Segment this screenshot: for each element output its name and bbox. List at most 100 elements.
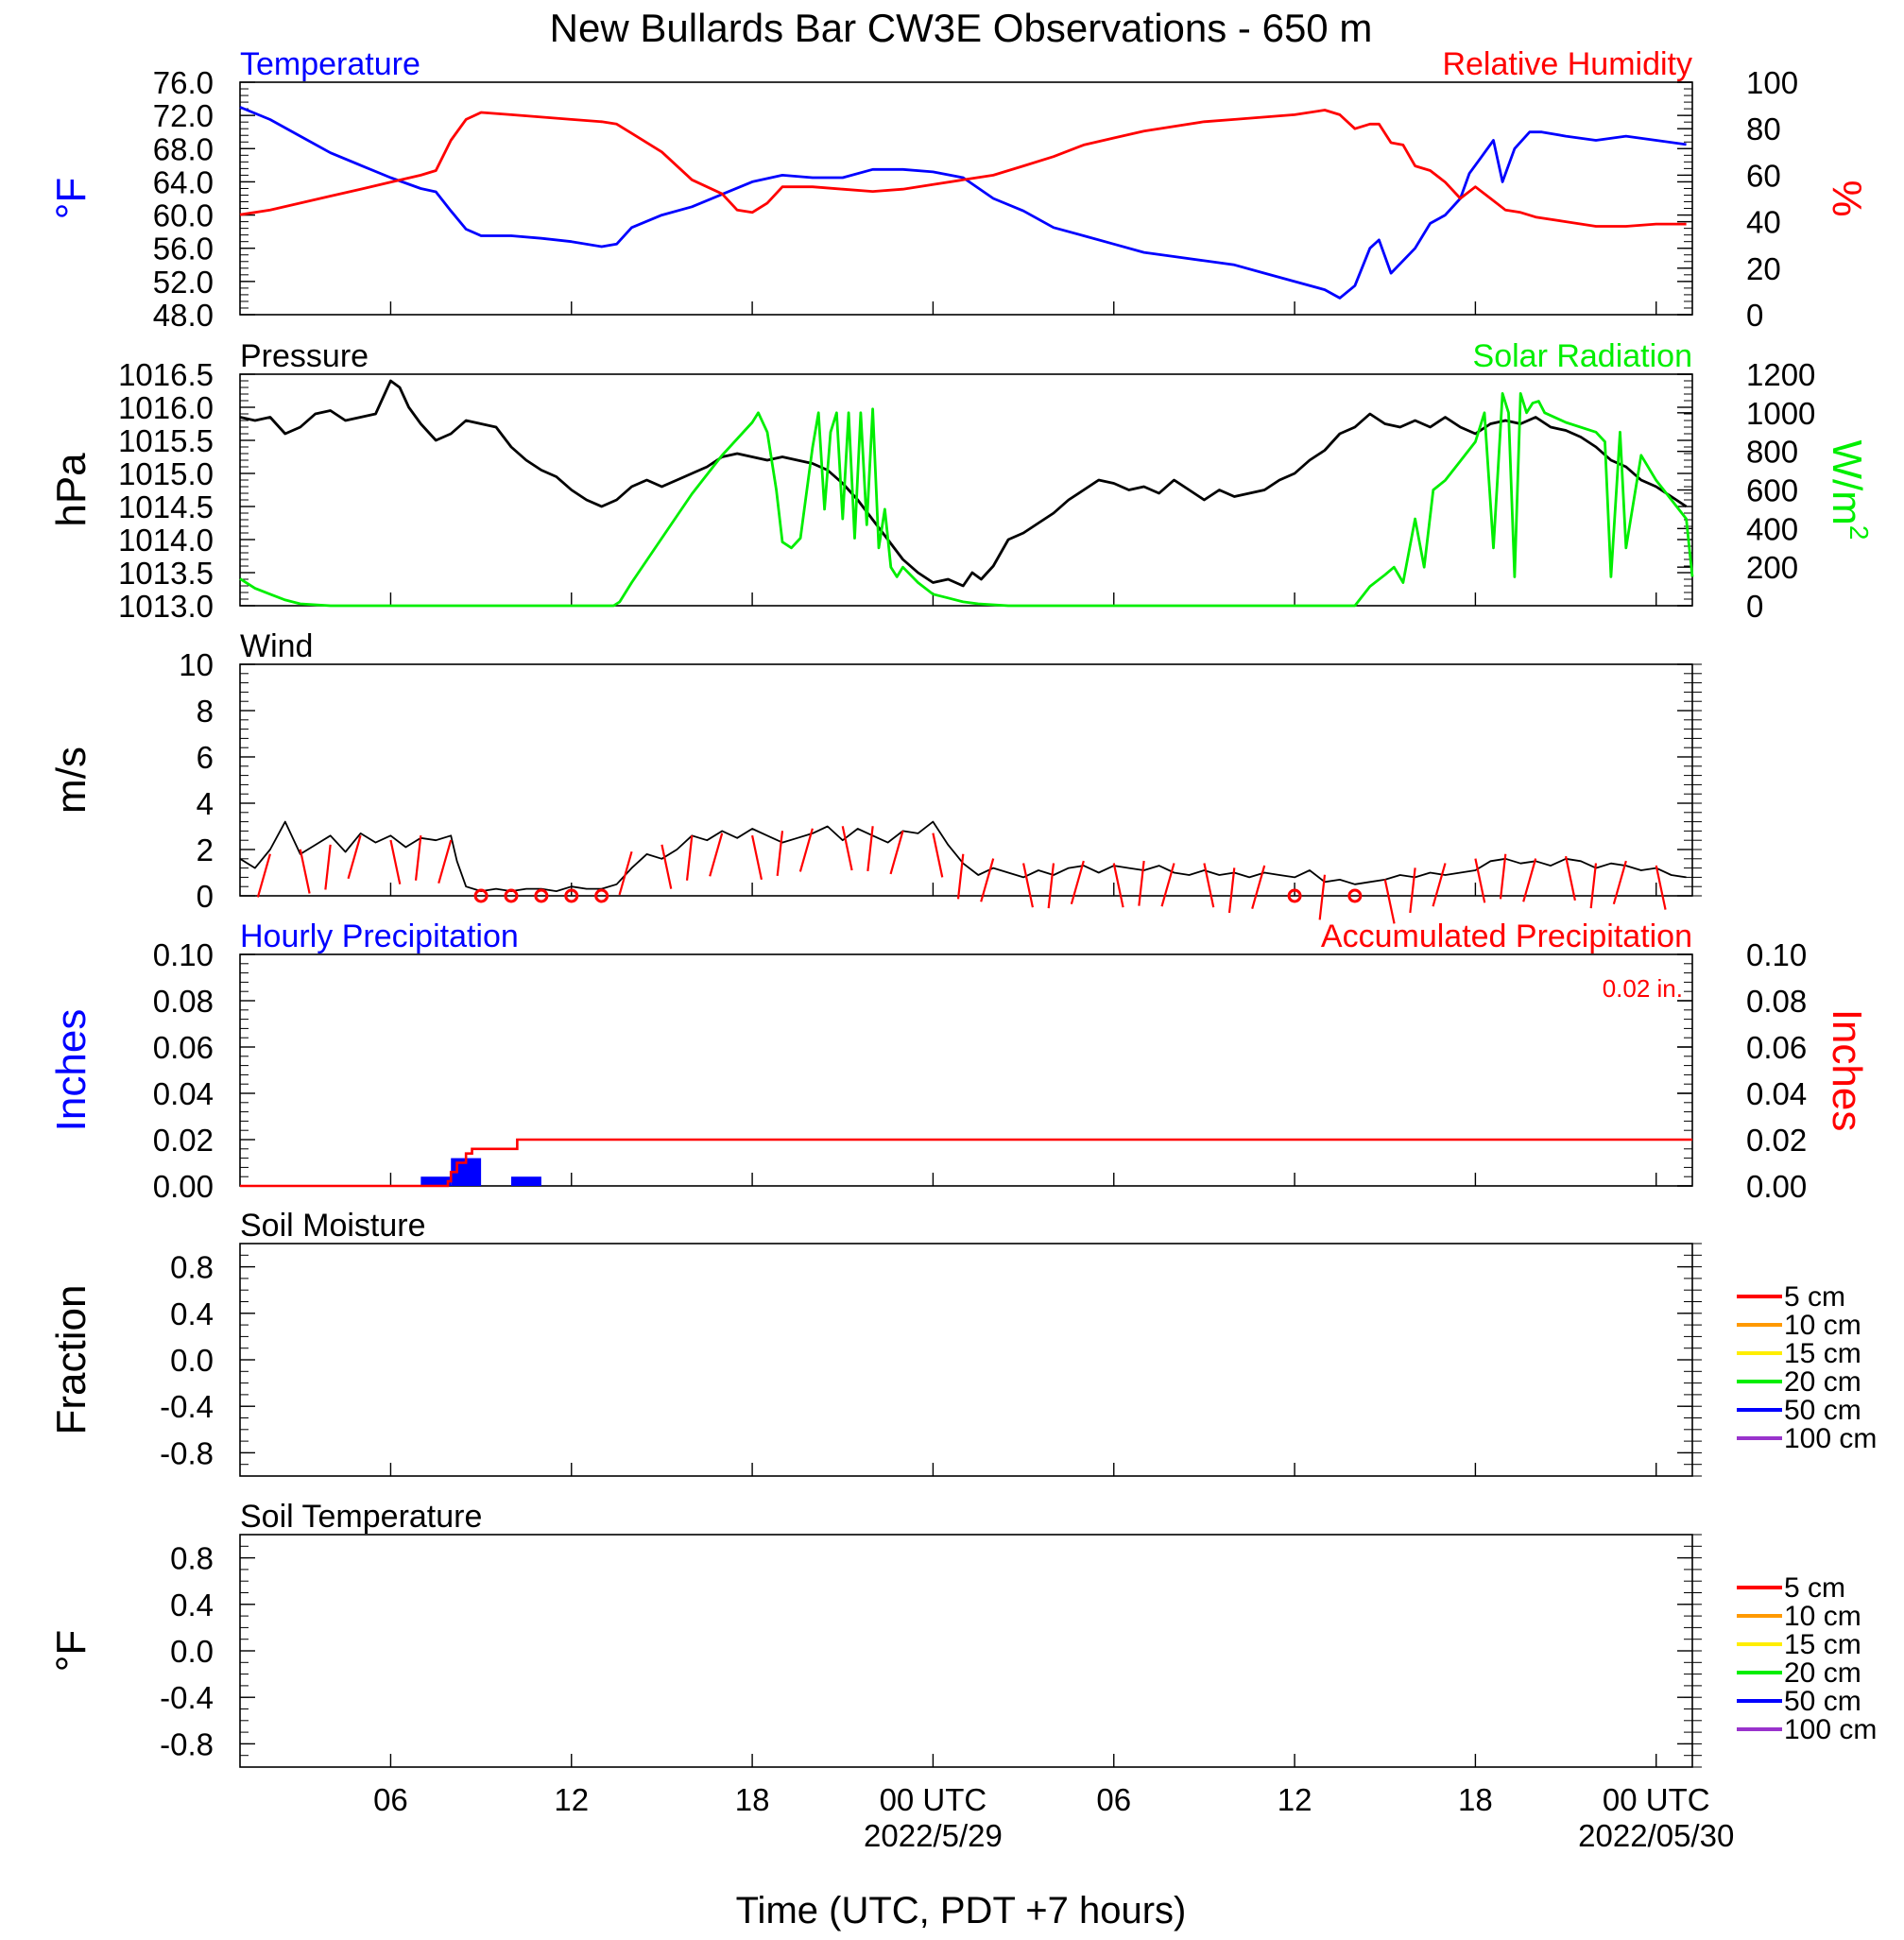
y-tick-label: -0.4	[160, 1389, 214, 1424]
y-tick-label: 0.4	[170, 1296, 214, 1331]
wind-barb	[299, 849, 311, 894]
y-tick-label: -0.8	[160, 1726, 214, 1761]
calm-wind-marker	[1287, 888, 1302, 903]
panel-pressure_solar: 1013.01013.51014.01014.51015.01015.51016…	[48, 338, 1874, 624]
x-tick-label: 12	[1278, 1782, 1312, 1817]
y-tick-label: 6	[197, 740, 214, 775]
legend-label: 10 cm	[1784, 1310, 1861, 1341]
y2-tick-label: 60	[1746, 158, 1781, 193]
y-tick-label: 0	[197, 879, 214, 914]
legend-label: 50 cm	[1784, 1686, 1861, 1717]
y2-tick-label: 400	[1746, 511, 1798, 546]
wind-barb	[932, 833, 944, 878]
accumulated-precip-line	[240, 1138, 1692, 1188]
panel-left-title: Pressure	[240, 338, 369, 374]
y2-tick-label: 1200	[1746, 357, 1815, 392]
wind-barb	[1022, 863, 1034, 908]
y2-tick-label: 0.00	[1746, 1169, 1807, 1204]
x-tick-label: 06	[373, 1782, 408, 1817]
wind-barb	[956, 853, 965, 900]
wind-barb	[1522, 858, 1537, 902]
legend-label: 100 cm	[1784, 1423, 1877, 1454]
y-tick-label: 1016.5	[118, 357, 214, 392]
wind-barb	[1409, 867, 1416, 914]
y-tick-label: 0.4	[170, 1588, 214, 1622]
y-axis-title: hPa	[48, 453, 94, 527]
calm-wind-marker	[594, 888, 609, 903]
wind-barb	[1589, 863, 1598, 909]
panel-left-title: Wind	[240, 628, 313, 664]
y-tick-label: 56.0	[153, 232, 214, 266]
y-tick-label: 0.08	[153, 984, 214, 1019]
y2-tick-label: 0	[1746, 298, 1763, 333]
panel-left-title: Hourly Precipitation	[240, 918, 519, 954]
wind-barb	[980, 858, 995, 902]
wind-barb	[1318, 874, 1327, 920]
temperature-line	[239, 106, 1687, 300]
legend-label: 100 cm	[1784, 1714, 1877, 1745]
y-tick-label: 1016.0	[118, 390, 214, 425]
y-tick-label: 1015.5	[118, 423, 214, 458]
y2-tick-label: 100	[1746, 65, 1798, 100]
calm-wind-marker	[564, 888, 579, 903]
x-tick-label: 18	[735, 1782, 770, 1817]
plot-frame	[239, 81, 1693, 316]
wind-barb	[1227, 867, 1236, 914]
y2-tick-label: 0.10	[1746, 937, 1807, 972]
y2-axis-title: Inches	[1824, 1009, 1870, 1132]
y-tick-label: 0.02	[153, 1123, 214, 1158]
panel-left-title: Soil Temperature	[240, 1499, 482, 1535]
wind-barb	[841, 826, 853, 871]
y-tick-label: 1014.5	[118, 489, 214, 524]
y-tick-label: 8	[197, 694, 214, 729]
pressure-line	[239, 379, 1688, 588]
y2-tick-label: 800	[1746, 435, 1798, 470]
wind-barb	[256, 853, 271, 898]
legend-label: 50 cm	[1784, 1395, 1861, 1426]
wind-barb	[660, 844, 673, 889]
accumulated-note: 0.02 in.	[1603, 974, 1683, 1003]
y-tick-label: 0.04	[153, 1076, 214, 1111]
y2-tick-label: 0.02	[1746, 1123, 1807, 1158]
y-tick-label: -0.4	[160, 1680, 214, 1715]
wind-barb	[1138, 860, 1145, 906]
y-tick-label: 52.0	[153, 265, 214, 300]
panel-soil_moisture: -0.8 -0.4 0.0 0.4 0.8 Soil Moisture Fraction 5 …	[48, 1208, 1877, 1477]
wind-barb	[1383, 879, 1396, 924]
y-tick-label: 0.8	[170, 1541, 214, 1576]
x-tick-label: 06	[1096, 1782, 1131, 1817]
x-tick-label: 00 UTC	[1603, 1782, 1710, 1817]
wind-barb	[1070, 860, 1085, 905]
y2-tick-label: 1000	[1746, 396, 1815, 431]
x-tick-date-label: 2022/5/29	[864, 1818, 1003, 1853]
legend-label: 15 cm	[1784, 1338, 1861, 1369]
y-tick-label: 76.0	[153, 65, 214, 100]
wind-barb	[1047, 863, 1055, 909]
wind-barb	[324, 844, 332, 890]
wind-barb	[414, 834, 422, 881]
wind-barb	[776, 831, 784, 876]
y-tick-label: 10	[179, 647, 214, 682]
legend-label: 20 cm	[1784, 1657, 1861, 1689]
wind-barb	[798, 828, 814, 872]
y2-axis-title: %	[1824, 180, 1870, 216]
panel-precip: 0.00 0.02 0.04 0.06 0.08 0.10 0.00 0.02 0.04 0.06…	[48, 918, 1870, 1204]
panel-right-title: Accumulated Precipitation	[1321, 918, 1692, 954]
y-tick-label: 1015.0	[118, 456, 214, 491]
y-tick-label: 0.0	[170, 1343, 214, 1378]
legend-label: 15 cm	[1784, 1629, 1861, 1660]
wind-barb	[347, 834, 362, 880]
y-tick-label: 1013.5	[118, 556, 214, 591]
wind-barb	[709, 833, 724, 877]
precip-bar	[510, 1176, 541, 1186]
y2-tick-label: 600	[1746, 473, 1798, 508]
wind-barb	[866, 826, 874, 872]
x-tick-label: 00 UTC	[880, 1782, 987, 1817]
wind-barb	[1499, 853, 1507, 900]
wind-barb	[1432, 863, 1447, 907]
y-axis-title: Fraction	[48, 1285, 94, 1435]
panel-wind: 0 2 4 6 8 10 Wind m/s	[48, 628, 1702, 924]
wind-barb	[618, 850, 633, 896]
calm-wind-marker	[504, 888, 519, 903]
y-tick-label: -0.8	[160, 1435, 214, 1470]
